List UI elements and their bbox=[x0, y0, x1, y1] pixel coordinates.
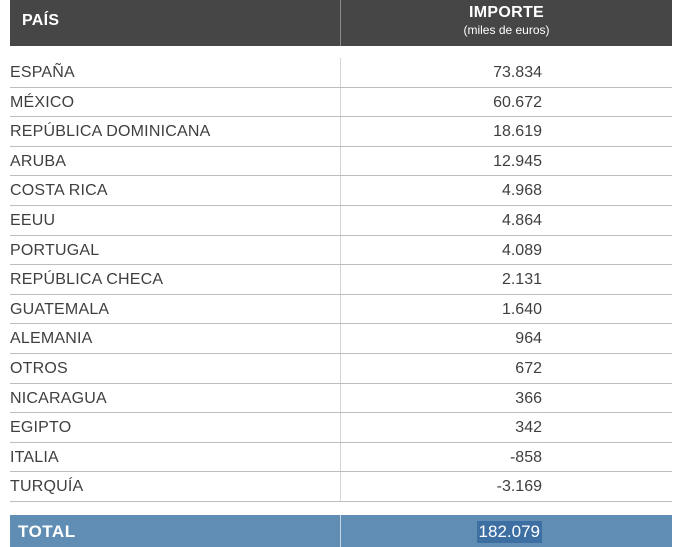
row-divider bbox=[340, 294, 341, 324]
row-divider bbox=[340, 205, 341, 235]
row-country: EGIPTO bbox=[10, 419, 72, 437]
table-row: MÉXICO 60.672 bbox=[10, 87, 672, 118]
row-amount: 73.834 bbox=[493, 64, 542, 81]
row-divider bbox=[340, 413, 341, 442]
table-row: ESPAÑA 73.834 bbox=[10, 58, 672, 88]
row-country: ALEMANIA bbox=[10, 330, 93, 348]
row-amount: 1.640 bbox=[501, 300, 542, 318]
row-divider bbox=[340, 58, 341, 87]
row-divider bbox=[340, 117, 341, 146]
table-row: REPÚBLICA CHECA 2.131 bbox=[10, 265, 672, 295]
row-amount: -3.169 bbox=[496, 478, 542, 496]
amounts-table: PAÍS IMPORTE (miles de euros) ESPAÑA 73.8… bbox=[10, 0, 672, 547]
table-row: PORTUGAL 4.089 bbox=[10, 235, 672, 266]
row-amount: 366 bbox=[515, 389, 542, 407]
table-row: ALEMANIA 964 bbox=[10, 324, 672, 354]
total-label: TOTAL bbox=[18, 522, 76, 541]
row-country: REPÚBLICA CHECA bbox=[10, 271, 164, 289]
row-divider bbox=[340, 265, 341, 294]
row-divider bbox=[340, 442, 341, 472]
column-header-amount: IMPORTE (miles de euros) bbox=[341, 4, 672, 38]
row-country: COSTA RICA bbox=[10, 182, 108, 200]
row-amount: 2.131 bbox=[501, 271, 542, 289]
row-country: ITALIA bbox=[10, 448, 59, 466]
row-amount: 4.089 bbox=[501, 241, 542, 259]
row-country: NICARAGUA bbox=[10, 389, 107, 407]
table-row: GUATEMALA 1.640 bbox=[10, 294, 672, 325]
table-row: EGIPTO 342 bbox=[10, 413, 672, 443]
table-row: REPÚBLICA DOMINICANA 18.619 bbox=[10, 117, 672, 147]
row-country: OTROS bbox=[10, 359, 68, 377]
row-country: MÉXICO bbox=[10, 93, 75, 111]
total-row: TOTAL 182.079 bbox=[10, 515, 672, 547]
table-row: ITALIA -858 bbox=[10, 442, 672, 473]
row-divider bbox=[340, 176, 341, 205]
table-row: ARUBA 12.945 bbox=[10, 146, 672, 177]
row-amount: 672 bbox=[515, 359, 542, 377]
table-row: OTROS 672 bbox=[10, 353, 672, 384]
row-country: TURQUÍA bbox=[10, 478, 84, 496]
column-header-amount-title: IMPORTE bbox=[469, 4, 544, 21]
row-amount: 964 bbox=[515, 330, 542, 348]
row-divider bbox=[340, 87, 341, 117]
row-country: GUATEMALA bbox=[10, 300, 110, 318]
row-divider bbox=[340, 353, 341, 383]
row-divider bbox=[340, 472, 341, 501]
table-body: ESPAÑA 73.834 MÉXICO 60.672 REPÚBLICA DOMINI… bbox=[10, 58, 672, 502]
row-country: ESPAÑA bbox=[10, 64, 75, 81]
column-header-amount-unit: (miles de euros) bbox=[463, 23, 550, 37]
row-amount: -858 bbox=[509, 448, 542, 466]
row-amount: 18.619 bbox=[493, 123, 542, 141]
table-header: PAÍS IMPORTE (miles de euros) bbox=[10, 0, 672, 46]
table-row: NICARAGUA 366 bbox=[10, 383, 672, 414]
table-row: TURQUÍA -3.169 bbox=[10, 472, 672, 502]
column-header-country: PAÍS bbox=[22, 12, 60, 29]
row-amount: 12.945 bbox=[493, 152, 542, 170]
total-divider bbox=[340, 515, 341, 547]
row-divider bbox=[340, 235, 341, 265]
row-amount: 4.864 bbox=[501, 211, 542, 229]
table-row: EEUU 4.864 bbox=[10, 205, 672, 236]
row-country: ARUBA bbox=[10, 152, 67, 170]
row-amount: 60.672 bbox=[493, 93, 542, 111]
header-divider bbox=[340, 0, 341, 46]
row-country: REPÚBLICA DOMINICANA bbox=[10, 123, 211, 141]
row-country: EEUU bbox=[10, 211, 56, 229]
row-divider bbox=[340, 383, 341, 413]
table-row: COSTA RICA 4.968 bbox=[10, 176, 672, 206]
total-amount[interactable]: 182.079 bbox=[476, 521, 542, 543]
row-divider bbox=[340, 324, 341, 353]
row-divider bbox=[340, 146, 341, 176]
row-amount: 4.968 bbox=[501, 182, 542, 200]
row-country: PORTUGAL bbox=[10, 241, 100, 259]
row-amount: 342 bbox=[515, 419, 542, 437]
